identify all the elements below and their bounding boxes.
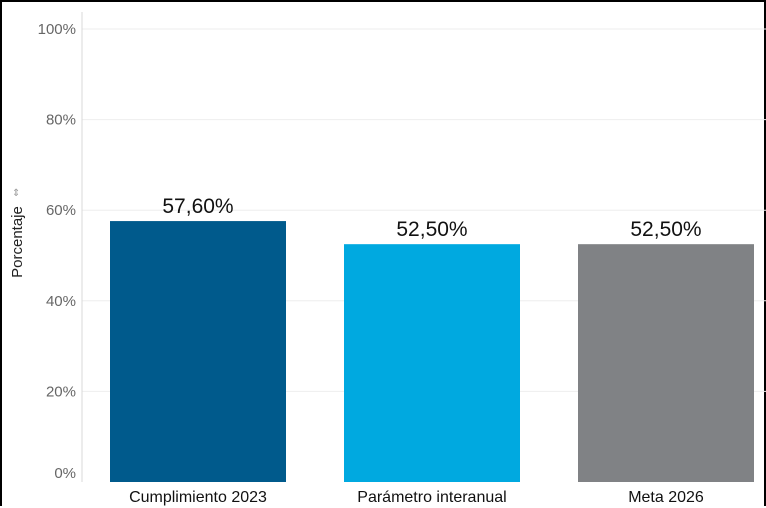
data-label: 52,50% xyxy=(396,218,467,241)
y-tick-label: 100% xyxy=(38,21,76,38)
x-axis-categories: Cumplimiento 2023 Parámetro interanual Met… xyxy=(129,489,704,506)
bar[interactable] xyxy=(578,244,754,482)
x-category-label: Meta 2026 xyxy=(628,489,704,506)
bar[interactable] xyxy=(344,244,520,482)
data-label: 57,60% xyxy=(162,195,233,218)
data-labels: 57,60% 52,50% 52,50% xyxy=(162,195,701,241)
y-axis-title: Porcentaje xyxy=(9,206,26,278)
bar[interactable] xyxy=(110,221,286,482)
sort-icon[interactable]: ⇕ xyxy=(12,188,20,199)
y-tick-label: 80% xyxy=(46,112,76,129)
y-axis-ticks: 0% 20% 40% 60% 80% 100% xyxy=(38,21,76,482)
y-tick-label: 60% xyxy=(46,202,76,219)
y-tick-label: 40% xyxy=(46,293,76,310)
y-tick-label: 20% xyxy=(46,383,76,400)
x-category-label: Parámetro interanual xyxy=(357,489,506,506)
y-tick-label: 0% xyxy=(54,465,76,482)
bars xyxy=(110,221,754,482)
x-category-label: Cumplimiento 2023 xyxy=(129,489,267,506)
data-label: 52,50% xyxy=(630,218,701,241)
